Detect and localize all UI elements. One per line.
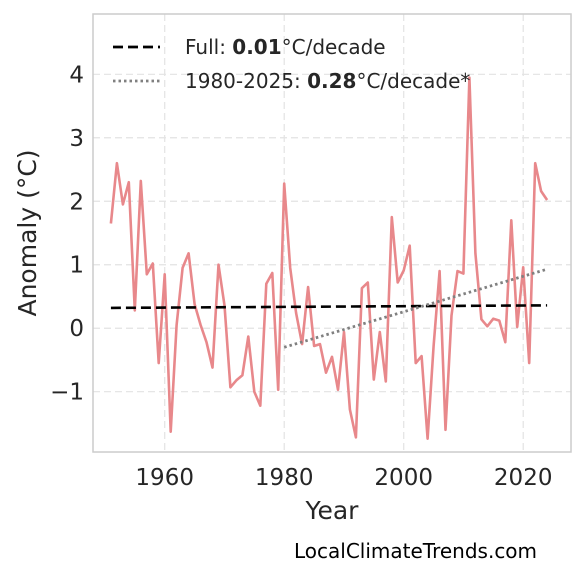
y-tick-label: 4: [69, 62, 84, 88]
y-tick-label: −1: [50, 380, 84, 406]
x-tick-label: 2020: [494, 465, 553, 491]
x-axis-title: Year: [305, 496, 360, 525]
legend-label: 1980-2025: 0.28°C/decade*: [185, 69, 470, 93]
x-tick-label: 1980: [255, 465, 314, 491]
data-series: [109, 76, 549, 441]
y-tick-label: 3: [69, 126, 84, 152]
y-tick-label: 1: [69, 253, 84, 279]
site-credit: LocalClimateTrends.com: [294, 539, 538, 563]
grid-lines: [93, 14, 571, 452]
y-tick-labels: −1 0 1 2 3 4: [50, 62, 84, 405]
legend-label: Full: 0.01°C/decade: [185, 35, 386, 59]
trend-line-full: [110, 304, 548, 310]
legend: Full: 0.01°C/decade 1980-2025: 0.28°C/dec…: [113, 35, 470, 93]
x-tick-label: 1960: [135, 465, 194, 491]
trend-lines: [110, 267, 548, 349]
y-tick-label: 2: [69, 189, 84, 215]
x-tick-label: 2000: [374, 465, 433, 491]
y-axis-title: Anomaly (°C): [13, 149, 42, 316]
x-tick-labels: 1960 1980 2000 2020: [135, 465, 552, 491]
y-tick-label: 0: [69, 316, 84, 342]
anomaly-series-line: [109, 76, 549, 441]
plot-frame: [92, 13, 572, 453]
trend-line-recent: [283, 267, 548, 349]
